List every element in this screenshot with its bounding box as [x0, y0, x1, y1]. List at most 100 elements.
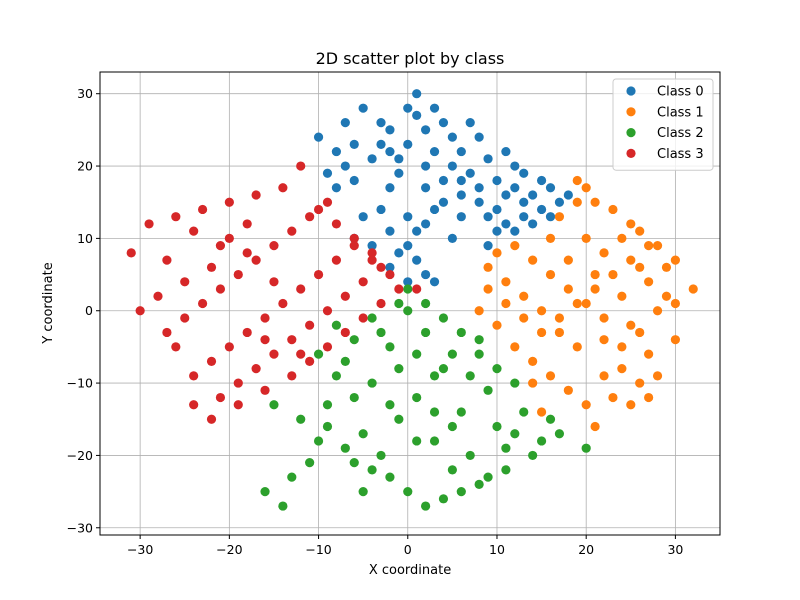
scatter-point: [465, 118, 475, 128]
scatter-point: [171, 342, 181, 352]
scatter-point: [528, 190, 538, 200]
scatter-point: [608, 392, 618, 403]
scatter-point: [242, 248, 252, 258]
y-tick-label: −20: [67, 448, 93, 463]
scatter-point: [394, 414, 404, 424]
scatter-point: [599, 313, 609, 323]
scatter-point: [465, 168, 475, 178]
scatter-point: [376, 118, 386, 128]
scatter-point: [438, 175, 449, 186]
scatter-point: [519, 212, 529, 222]
scatter-point: [242, 219, 252, 229]
scatter-point: [501, 443, 511, 453]
scatter-point: [367, 313, 377, 323]
scatter-point: [501, 190, 511, 200]
scatter-point: [269, 400, 279, 410]
scatter-point: [421, 183, 431, 193]
scatter-point: [349, 233, 359, 243]
scatter-point: [403, 306, 413, 316]
scatter-point: [581, 233, 591, 243]
scatter-point: [385, 400, 395, 410]
scatter-point: [412, 349, 422, 359]
scatter-point: [528, 450, 538, 461]
scatter-point: [322, 197, 333, 207]
scatter-point: [563, 255, 573, 265]
scatter-point: [501, 146, 511, 157]
scatter-point: [519, 313, 529, 323]
scatter-point: [421, 125, 431, 135]
y-tick-label: 0: [85, 303, 93, 318]
scatter-point: [670, 335, 680, 345]
y-tick-label: −10: [67, 376, 93, 391]
scatter-point: [492, 204, 502, 215]
scatter-point: [340, 118, 350, 128]
scatter-point: [483, 154, 493, 164]
scatter-point: [331, 371, 342, 381]
scatter-point: [447, 349, 457, 359]
scatter-point: [376, 262, 386, 272]
legend-marker: [626, 128, 636, 138]
scatter-point: [224, 197, 234, 207]
scatter-point: [617, 364, 627, 374]
scatter-point: [135, 306, 145, 316]
series-class-3: [126, 161, 422, 424]
scatter-point: [456, 146, 466, 157]
scatter-point: [438, 313, 449, 323]
scatter-point: [438, 197, 449, 207]
scatter-point: [358, 429, 368, 439]
scatter-point: [376, 139, 386, 149]
scatter-point: [305, 212, 315, 222]
scatter-point: [590, 421, 600, 432]
scatter-point: [429, 146, 440, 157]
scatter-point: [483, 472, 493, 482]
scatter-point: [447, 233, 457, 243]
scatter-point: [412, 89, 422, 99]
legend-label: Class 1: [657, 105, 704, 120]
scatter-point: [528, 255, 538, 265]
scatter-point: [474, 335, 484, 345]
scatter-point: [519, 407, 529, 417]
scatter-point: [296, 349, 306, 359]
scatter-point: [599, 371, 609, 381]
scatter-point: [501, 277, 511, 287]
scatter-point: [394, 168, 404, 178]
scatter-point: [305, 320, 315, 330]
scatter-point: [492, 320, 502, 330]
scatter-point: [519, 197, 529, 207]
scatter-point: [322, 168, 333, 178]
scatter-point: [260, 313, 270, 323]
scatter-point: [171, 212, 181, 222]
scatter-point: [287, 226, 297, 236]
scatter-point: [162, 327, 172, 338]
scatter-point: [260, 486, 270, 497]
scatter-point: [465, 450, 475, 461]
scatter-point: [536, 204, 547, 215]
scatter-point: [403, 241, 413, 251]
scatter-point: [394, 298, 404, 309]
scatter-point: [403, 212, 413, 222]
scatter-point: [474, 132, 484, 142]
scatter-point: [287, 335, 297, 345]
scatter-point: [180, 277, 190, 287]
scatter-point: [545, 183, 556, 193]
scatter-point: [242, 327, 252, 338]
scatter-point: [474, 306, 484, 316]
series-class-2: [260, 284, 591, 511]
scatter-point: [287, 371, 297, 381]
scatter-point: [403, 284, 413, 294]
scatter-point: [456, 486, 466, 497]
scatter-point: [483, 241, 493, 251]
scatter-point: [412, 392, 422, 403]
scatter-point: [251, 364, 261, 374]
scatter-point: [590, 197, 600, 207]
scatter-point: [313, 349, 324, 359]
scatter-point: [403, 139, 413, 149]
scatter-point: [340, 327, 350, 338]
scatter-point: [349, 139, 359, 149]
scatter-point: [403, 103, 413, 113]
scatter-point: [331, 320, 342, 330]
scatter-point: [296, 161, 306, 171]
scatter-point: [599, 335, 609, 345]
scatter-point: [626, 400, 636, 410]
